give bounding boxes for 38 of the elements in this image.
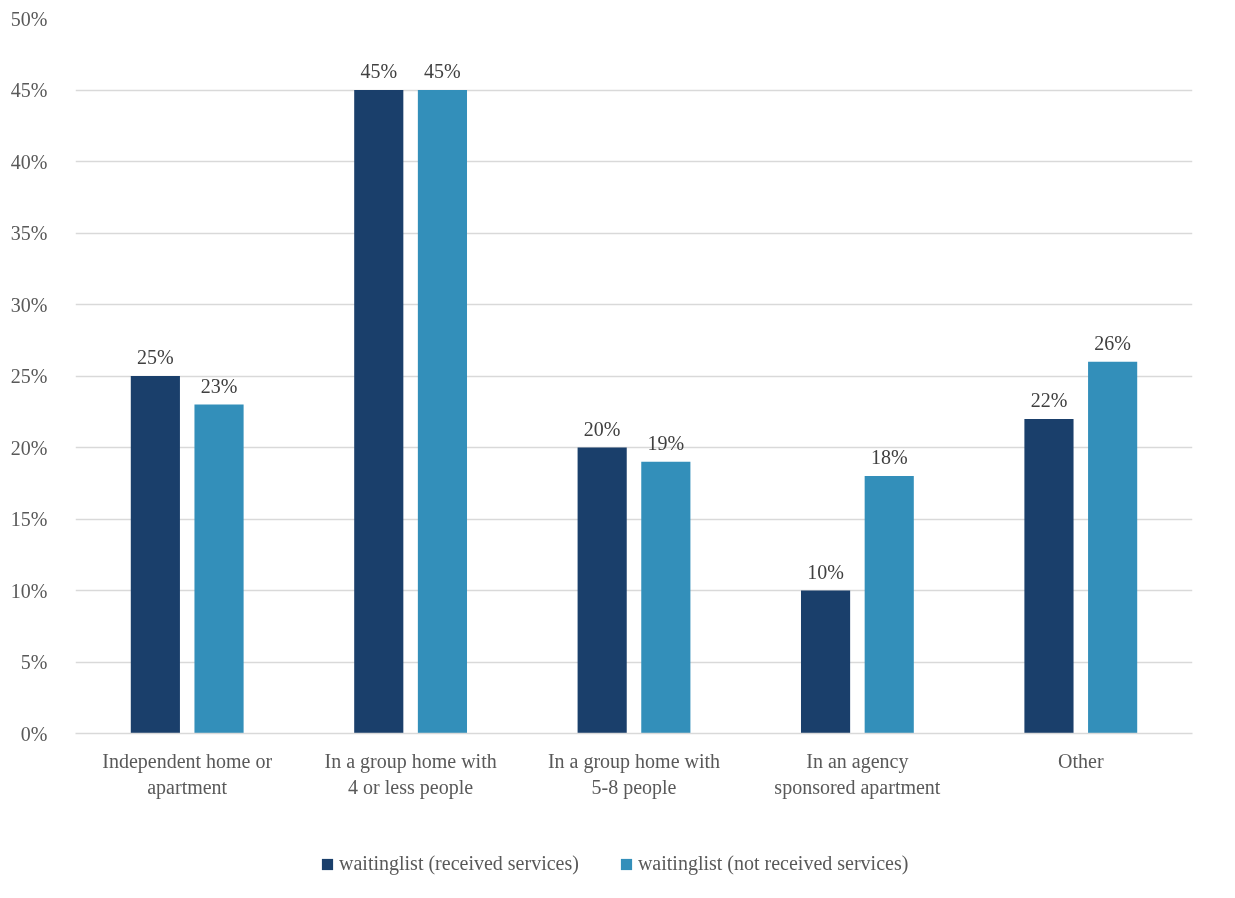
bar bbox=[1088, 361, 1138, 734]
x-tick-label: Other bbox=[1058, 749, 1104, 772]
y-tick-label: 35% bbox=[10, 222, 48, 244]
bar bbox=[130, 376, 180, 734]
legend-label: waitinglist (not received services) bbox=[637, 852, 909, 875]
data-label: 45% bbox=[424, 60, 461, 82]
bar bbox=[354, 90, 404, 734]
bar bbox=[417, 90, 468, 734]
bar bbox=[1024, 418, 1074, 734]
y-tick-label: 20% bbox=[10, 436, 48, 459]
y-tick-label: 0% bbox=[20, 722, 48, 745]
data-label: 10% bbox=[807, 560, 844, 583]
x-tick-label: In a group home with 5-8 people bbox=[547, 749, 721, 799]
y-tick-label: 5% bbox=[20, 651, 48, 673]
bar bbox=[194, 404, 244, 734]
data-label: 18% bbox=[870, 446, 908, 469]
x-tick-label: In an agency sponsored apartment bbox=[774, 749, 941, 799]
data-label: 19% bbox=[647, 431, 685, 454]
bar bbox=[800, 590, 851, 734]
bar bbox=[864, 476, 914, 734]
x-tick-label: In a group home with 4 or less people bbox=[324, 749, 497, 799]
bar bbox=[577, 447, 627, 734]
y-tick-label: 30% bbox=[10, 293, 48, 316]
data-label: 25% bbox=[137, 346, 174, 368]
data-label: 45% bbox=[360, 60, 398, 82]
data-label: 20% bbox=[583, 417, 621, 440]
y-tick-label: 10% bbox=[10, 579, 48, 602]
y-tick-label: 45% bbox=[10, 79, 48, 101]
bar bbox=[641, 461, 691, 734]
y-tick-label: 40% bbox=[10, 150, 48, 173]
y-tick-label: 15% bbox=[10, 508, 48, 530]
x-tick-label: Independent home or apartment bbox=[102, 749, 273, 799]
data-label: 23% bbox=[200, 374, 238, 397]
legend-label: waitinglist (received services) bbox=[339, 852, 579, 875]
data-label: 26% bbox=[1094, 331, 1131, 354]
data-label: 22% bbox=[1030, 388, 1068, 411]
y-tick-label: 25% bbox=[10, 365, 48, 387]
y-tick-label: 50% bbox=[10, 7, 48, 30]
